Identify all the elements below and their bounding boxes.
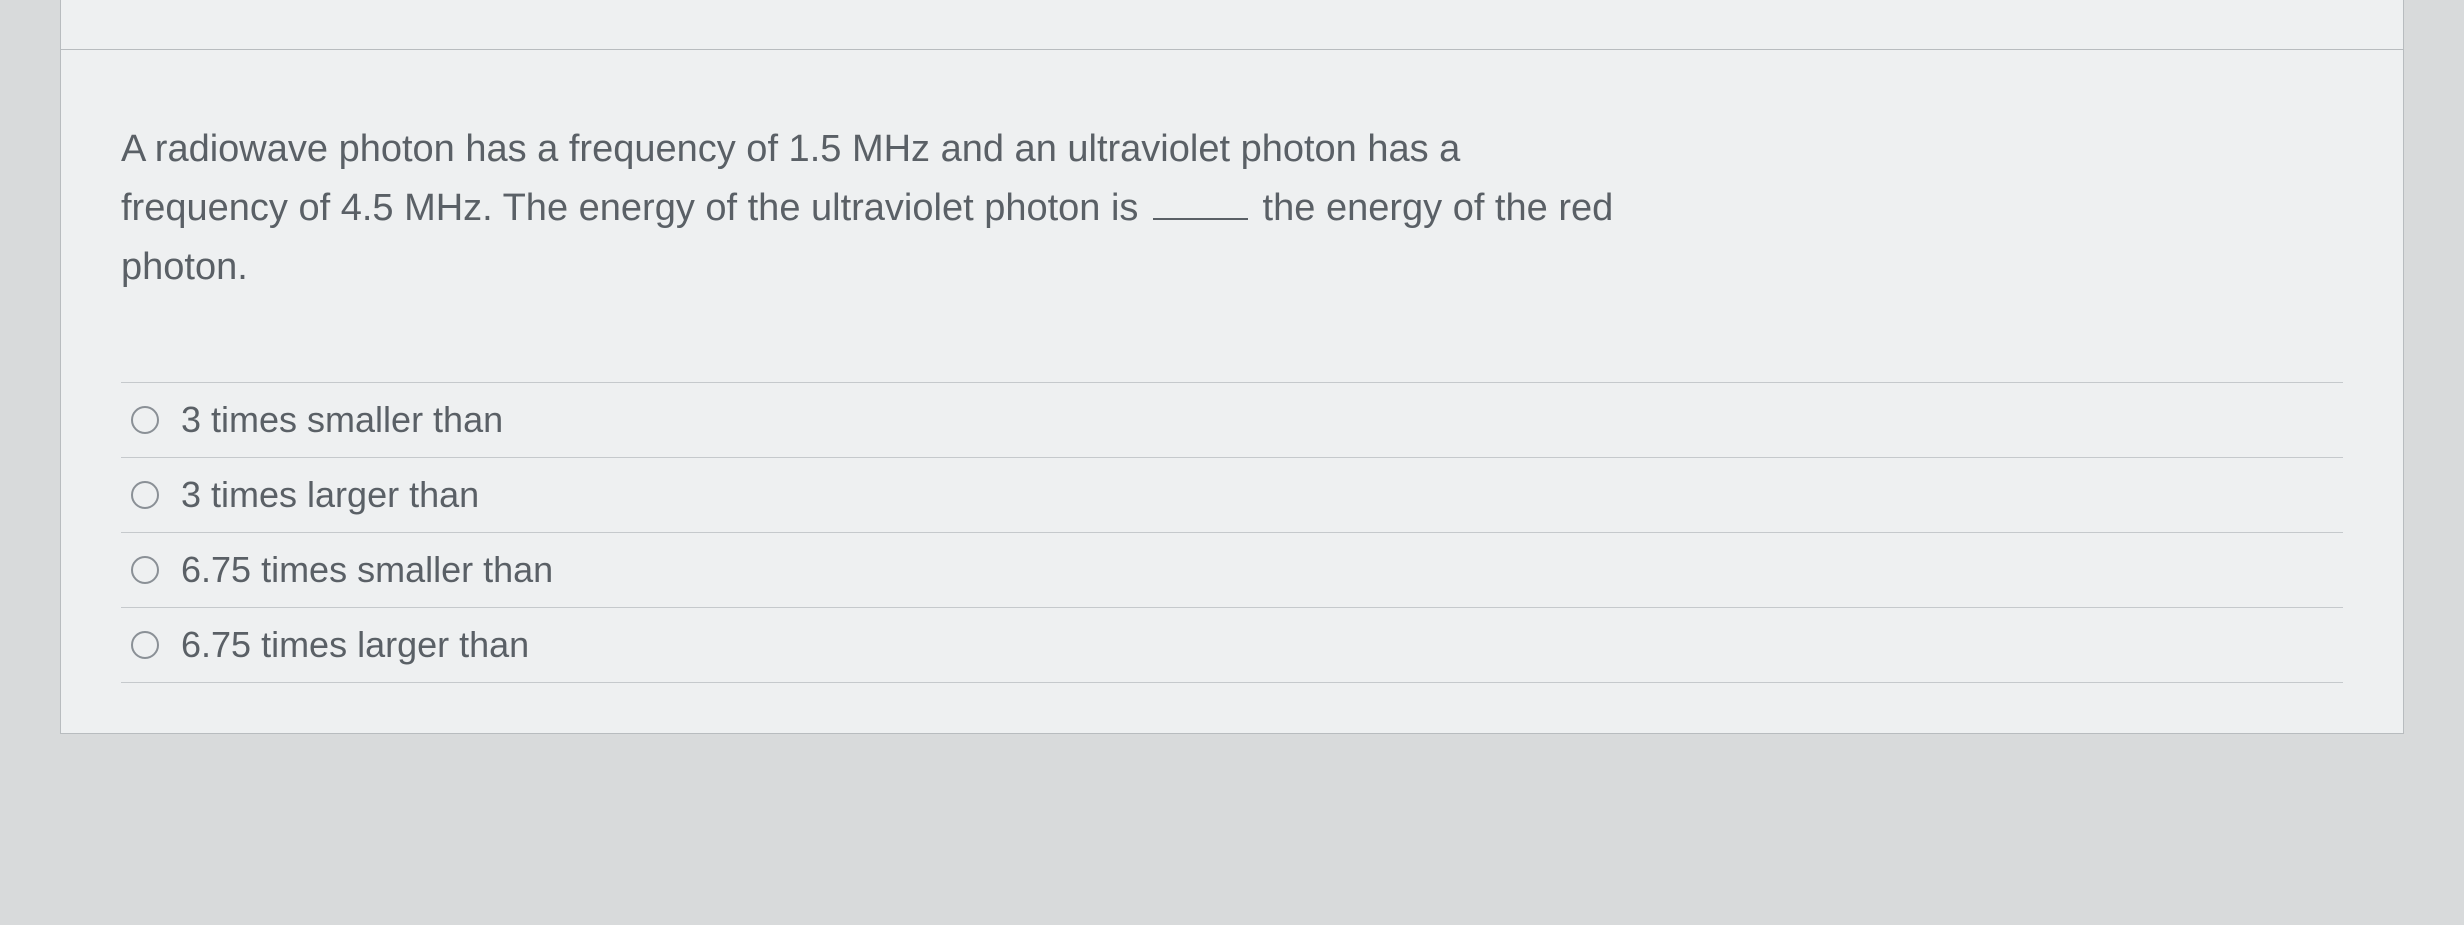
- question-text: A radiowave photon has a frequency of 1.…: [121, 120, 2343, 297]
- question-line-3: photon.: [121, 246, 248, 288]
- radio-icon[interactable]: [131, 556, 159, 584]
- option-label: 3 times smaller than: [181, 399, 503, 441]
- option-row[interactable]: 3 times larger than: [121, 458, 2343, 533]
- radio-icon[interactable]: [131, 631, 159, 659]
- option-label: 6.75 times smaller than: [181, 549, 553, 591]
- question-line-2a: frequency of 4.5 MHz. The energy of the …: [121, 187, 1149, 229]
- radio-icon[interactable]: [131, 481, 159, 509]
- option-row[interactable]: 6.75 times larger than: [121, 608, 2343, 683]
- top-empty-panel: [60, 0, 2404, 50]
- question-panel: A radiowave photon has a frequency of 1.…: [60, 50, 2404, 734]
- question-line-1: A radiowave photon has a frequency of 1.…: [121, 128, 1460, 170]
- question-line-2b: the energy of the red: [1252, 187, 1613, 229]
- option-label: 6.75 times larger than: [181, 624, 529, 666]
- option-label: 3 times larger than: [181, 474, 479, 516]
- fill-blank: [1153, 218, 1248, 220]
- option-row[interactable]: 3 times smaller than: [121, 383, 2343, 458]
- radio-icon[interactable]: [131, 406, 159, 434]
- option-row[interactable]: 6.75 times smaller than: [121, 533, 2343, 608]
- options-list: 3 times smaller than 3 times larger than…: [121, 382, 2343, 683]
- page-wrapper: A radiowave photon has a frequency of 1.…: [0, 0, 2464, 734]
